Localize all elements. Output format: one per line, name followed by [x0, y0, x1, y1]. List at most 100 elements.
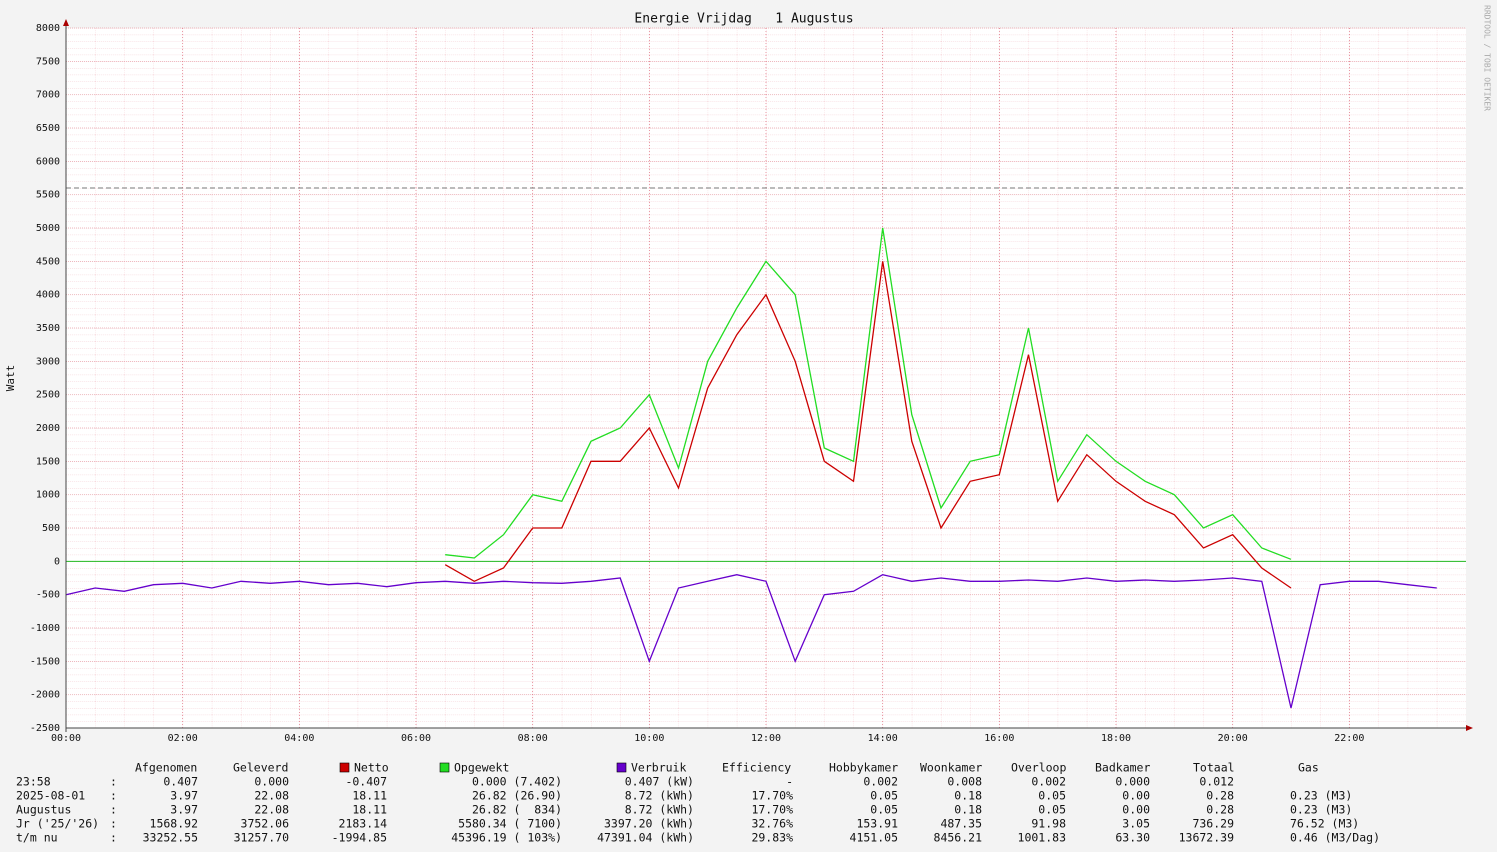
table-cell: 1568.92: [150, 817, 198, 831]
table-cell: 1001.83: [1018, 831, 1067, 845]
table-cell: 0.18: [954, 803, 982, 817]
table-cell: 8456.21: [934, 831, 983, 845]
table-cell: 3752.06: [241, 817, 290, 831]
series-line: [445, 227, 1292, 560]
x-arrow: [1466, 725, 1473, 731]
table-cell: -1994.85: [332, 831, 387, 845]
table-cell: 8.72 (kWh): [625, 803, 694, 817]
x-tick-label: 00:00: [51, 733, 81, 744]
x-tick-label: 20:00: [1218, 733, 1248, 744]
table-cell: 31257.70: [234, 831, 289, 845]
x-tick-label: 14:00: [868, 733, 898, 744]
table-cell: 0.28: [1206, 803, 1234, 817]
table-cell: t/m nu: [16, 831, 58, 845]
table-cell: 0.000: [1115, 775, 1150, 789]
table-header: Verbruik: [631, 761, 686, 775]
table-header: Totaal: [1193, 761, 1235, 775]
y-tick-label: 8000: [36, 23, 60, 34]
table-header: Woonkamer: [920, 761, 982, 775]
series-line: [444, 261, 1292, 589]
table-cell: 0.18: [954, 789, 982, 803]
table-cell: :: [110, 775, 117, 789]
chart-title: Energie Vrijdag 1 Augustus: [634, 12, 853, 27]
table-cell: 0.002: [1031, 775, 1066, 789]
legend-swatch: [616, 762, 627, 773]
table-cell: 2183.14: [339, 817, 388, 831]
table-cell: 0.000 (7.402): [472, 775, 562, 789]
table-cell: 32.76%: [751, 817, 793, 831]
x-tick-label: 06:00: [401, 733, 431, 744]
table-header: Afgenomen: [135, 761, 197, 775]
table-cell: :: [110, 789, 117, 803]
table-cell: 0.012: [1199, 775, 1234, 789]
table-cell: 26.82 (26.90): [472, 789, 562, 803]
minor-grid: [66, 28, 1466, 728]
table-cell: 26.82 ( 834): [472, 803, 562, 817]
table-cell: Jr ('25/'26): [16, 817, 99, 831]
y-tick-label: 4000: [36, 290, 60, 301]
table-cell: 18.11: [352, 803, 387, 817]
table-cell: 0.28: [1206, 789, 1234, 803]
legend-swatch: [339, 762, 350, 773]
table-cell: 17.70%: [751, 803, 793, 817]
summary-table: Afgenomen Geleverd Netto Opgewekt Verbruik Ef…: [16, 761, 1380, 845]
side-label: RRDTOOL / TOBI OETIKER: [1483, 5, 1492, 111]
table-cell: 45396.19 ( 103%): [451, 831, 562, 845]
x-tick-label: 22:00: [1334, 733, 1364, 744]
y-tick-label: 2500: [36, 390, 60, 401]
table-cell: 3.05: [1122, 817, 1150, 831]
table-header: Hobbykamer: [829, 761, 898, 775]
table-cell: 3397.20 (kWh): [604, 817, 694, 831]
table-header: Badkamer: [1095, 761, 1150, 775]
table-cell: 0.46 (M3/Dag): [1290, 831, 1380, 845]
table-cell: 22.08: [254, 789, 289, 803]
table-cell: 0.002: [863, 775, 898, 789]
table-cell: -0.407: [345, 775, 387, 789]
table-cell: 0.05: [870, 803, 898, 817]
table-cell: 76.52 (M3): [1290, 817, 1359, 831]
table-header: Geleverd: [233, 761, 288, 775]
y-tick-label: -1500: [30, 656, 60, 667]
table-cell: 5580.34 ( 7100): [458, 817, 562, 831]
y-tick-label: 7000: [36, 90, 60, 101]
table-cell: 18.11: [352, 789, 387, 803]
table-header: Efficiency: [722, 761, 791, 775]
table-cell: 3.97: [170, 803, 198, 817]
table-cell: 8.72 (kWh): [625, 789, 694, 803]
table-cell: 0.05: [1038, 803, 1066, 817]
table-cell: -: [786, 775, 793, 789]
table-cell: 736.29: [1192, 817, 1234, 831]
table-cell: 153.91: [856, 817, 898, 831]
y-tick-label: 5500: [36, 190, 60, 201]
y-tick-label: 1500: [36, 456, 60, 467]
table-cell: :: [110, 803, 117, 817]
y-arrow: [63, 19, 69, 26]
table-header: Opgewekt: [454, 761, 509, 775]
table-cell: Augustus: [16, 803, 71, 817]
table-cell: 17.70%: [751, 789, 793, 803]
table-cell: 23:58: [16, 775, 51, 789]
y-tick-label: 3500: [36, 323, 60, 334]
table-cell: 0.05: [1038, 789, 1066, 803]
x-tick-label: 16:00: [984, 733, 1014, 744]
table-cell: 22.08: [254, 803, 289, 817]
x-tick-label: 10:00: [634, 733, 664, 744]
y-tick-label: 4500: [36, 256, 60, 267]
y-tick-label: 7500: [36, 56, 60, 67]
table-cell: 0.00: [1122, 803, 1150, 817]
table-cell: 33252.55: [143, 831, 198, 845]
table-header: Netto: [354, 761, 389, 775]
table-cell: :: [110, 831, 117, 845]
y-tick-label: 5000: [36, 223, 60, 234]
legend-swatch: [439, 762, 450, 773]
y-tick-label: 2000: [36, 423, 60, 434]
table-cell: 0.00: [1122, 789, 1150, 803]
y-tick-label: 500: [42, 523, 60, 534]
y-tick-label: 1000: [36, 490, 60, 501]
table-cell: 487.35: [940, 817, 982, 831]
grid: [65, 27, 1466, 729]
table-cell: 2025-08-01: [16, 789, 85, 803]
table-cell: 0.008: [947, 775, 982, 789]
marks: [65, 227, 1437, 709]
